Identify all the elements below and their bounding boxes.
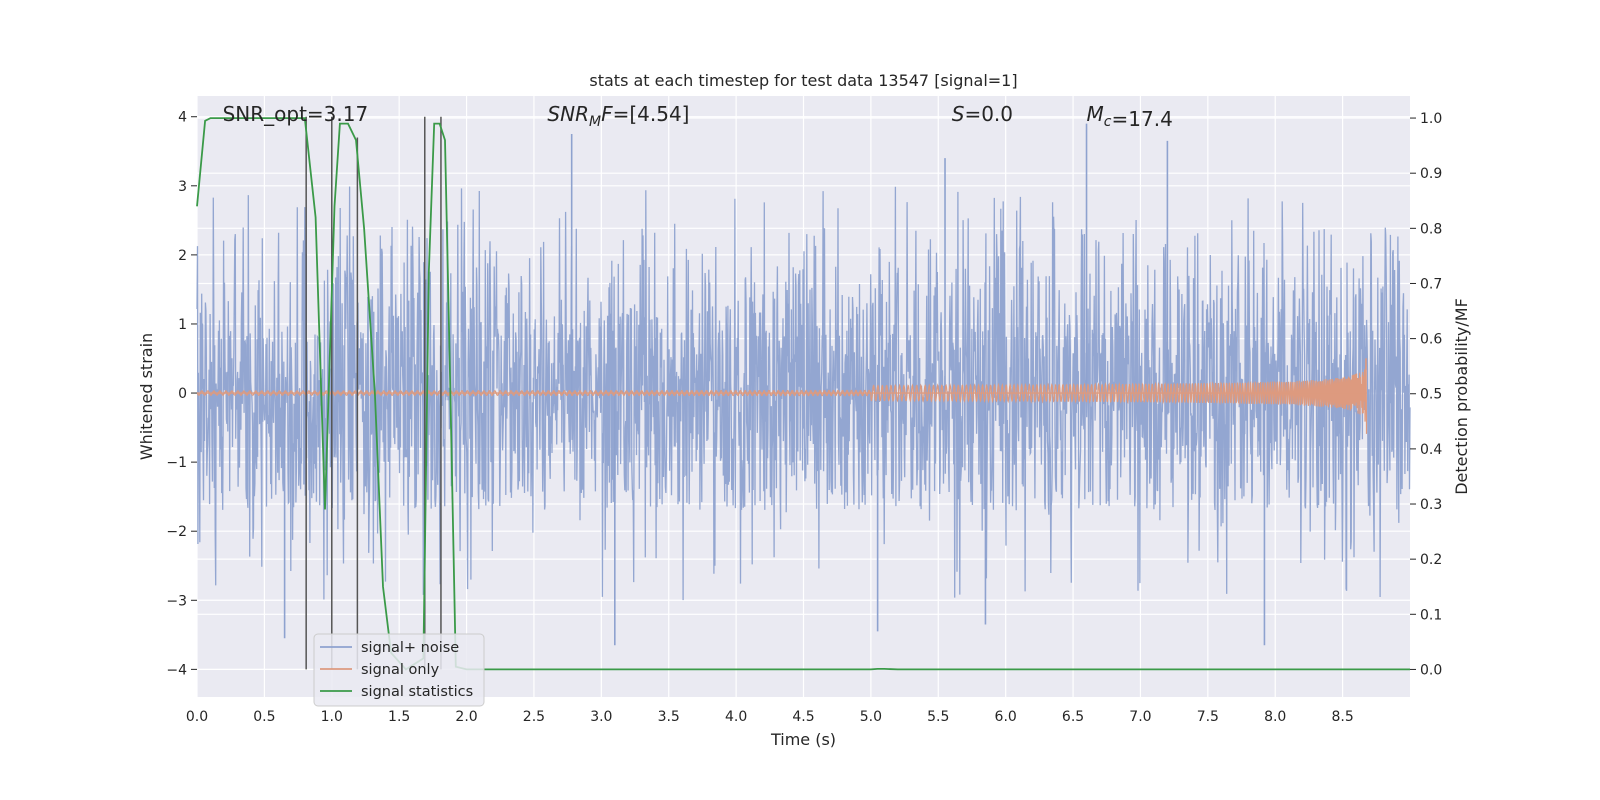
- legend-entry: signal only: [361, 662, 440, 678]
- y-tick-label-left: −4: [166, 662, 187, 678]
- y-tick-label-left: −1: [166, 455, 187, 471]
- annotation-s-value: S=0.0: [952, 102, 1013, 126]
- annotation-value: =[4.54]: [613, 102, 690, 126]
- x-tick-label: 8.5: [1331, 709, 1353, 725]
- annotation-value: =17.4: [1112, 107, 1173, 131]
- x-tick-label: 5.0: [860, 709, 882, 725]
- y-tick-label-right: 0.1: [1420, 607, 1442, 623]
- y-tick-label-left: 1: [178, 317, 187, 333]
- y-tick-label-right: 0.0: [1420, 662, 1442, 678]
- y-tick-label-left: 0: [178, 386, 187, 402]
- y-axis-label-left: Whitened strain: [137, 333, 156, 460]
- y-tick-label-right: 0.8: [1420, 221, 1442, 237]
- x-tick-label: 4.0: [725, 709, 747, 725]
- x-tick-label: 2.5: [523, 709, 545, 725]
- y-axis-label-right: Detection probability/MF: [1452, 298, 1471, 495]
- y-tick-label-left: −3: [166, 593, 187, 609]
- noise-trace: [196, 186, 1411, 601]
- x-tick-label: 2.0: [455, 709, 477, 725]
- x-tick-label: 1.0: [321, 709, 343, 725]
- y-tick-label-right: 0.3: [1420, 497, 1442, 513]
- tick-labels: 0.0 0.5 1.0 1.5 2.0 2.5 3.0 3.5 4.0 4.5 5.0 5.5 6.0 6…: [166, 110, 1442, 725]
- y-tick-label-right: 0.7: [1420, 276, 1442, 292]
- annotation-snr-mf: SNRMF=[4.54]: [547, 102, 689, 130]
- series-signal-noise: [196, 123, 1411, 646]
- legend-entry: signal+ noise: [361, 640, 459, 656]
- y-tick-label-left: 4: [178, 110, 187, 126]
- annotation-symbol: SNR: [547, 102, 589, 126]
- x-tick-label: 3.0: [590, 709, 612, 725]
- y-tick-label-left: 3: [178, 179, 187, 195]
- y-tick-label-left: 2: [178, 248, 187, 264]
- annotation-rest: F: [601, 102, 613, 126]
- series-signal-only: [196, 358, 1368, 434]
- x-tick-label: 8.0: [1264, 709, 1286, 725]
- x-tick-label: 5.5: [927, 709, 949, 725]
- annotation-snr-opt: SNR_opt=3.17: [223, 102, 369, 126]
- annotation-value: =0.0: [964, 102, 1013, 126]
- y-tick-label-right: 0.5: [1420, 387, 1442, 403]
- y-tick-label-right: 0.4: [1420, 442, 1442, 458]
- legend: signal+ noise signal only signal statistic…: [313, 633, 485, 707]
- legend-box: [313, 633, 485, 707]
- annotation-subscript: c: [1104, 114, 1112, 130]
- x-tick-label: 4.5: [792, 709, 814, 725]
- y-tick-label-right: 1.0: [1420, 111, 1442, 127]
- annotation-subscript: M: [589, 114, 601, 130]
- legend-entry: signal statistics: [361, 684, 473, 700]
- y-tick-label-right: 0.9: [1420, 166, 1442, 182]
- annotation-symbol: S: [952, 102, 965, 126]
- x-tick-label: 7.5: [1197, 709, 1219, 725]
- x-axis-label: Time (s): [770, 730, 836, 749]
- x-tick-label: 6.5: [1062, 709, 1084, 725]
- y-tick-label-left: −2: [166, 524, 187, 540]
- x-tick-label: 0.5: [253, 709, 275, 725]
- annotation-symbol: M: [1087, 102, 1104, 126]
- chart-title: stats at each timestep for test data 135…: [589, 71, 1017, 90]
- y-tick-label-right: 0.6: [1420, 332, 1442, 348]
- y-tick-label-right: 0.2: [1420, 552, 1442, 568]
- annotations: SNR_opt=3.17 SNRMF=[4.54] S=0.0 Mc=17.4: [223, 102, 1173, 131]
- x-tick-label: 7.0: [1129, 709, 1151, 725]
- x-tick-label: 6.0: [995, 709, 1017, 725]
- annotation-mc-value: Mc=17.4: [1087, 102, 1173, 131]
- x-tick-label: 0.0: [186, 709, 208, 725]
- x-tick-label: 1.5: [388, 709, 410, 725]
- x-tick-label: 3.5: [658, 709, 680, 725]
